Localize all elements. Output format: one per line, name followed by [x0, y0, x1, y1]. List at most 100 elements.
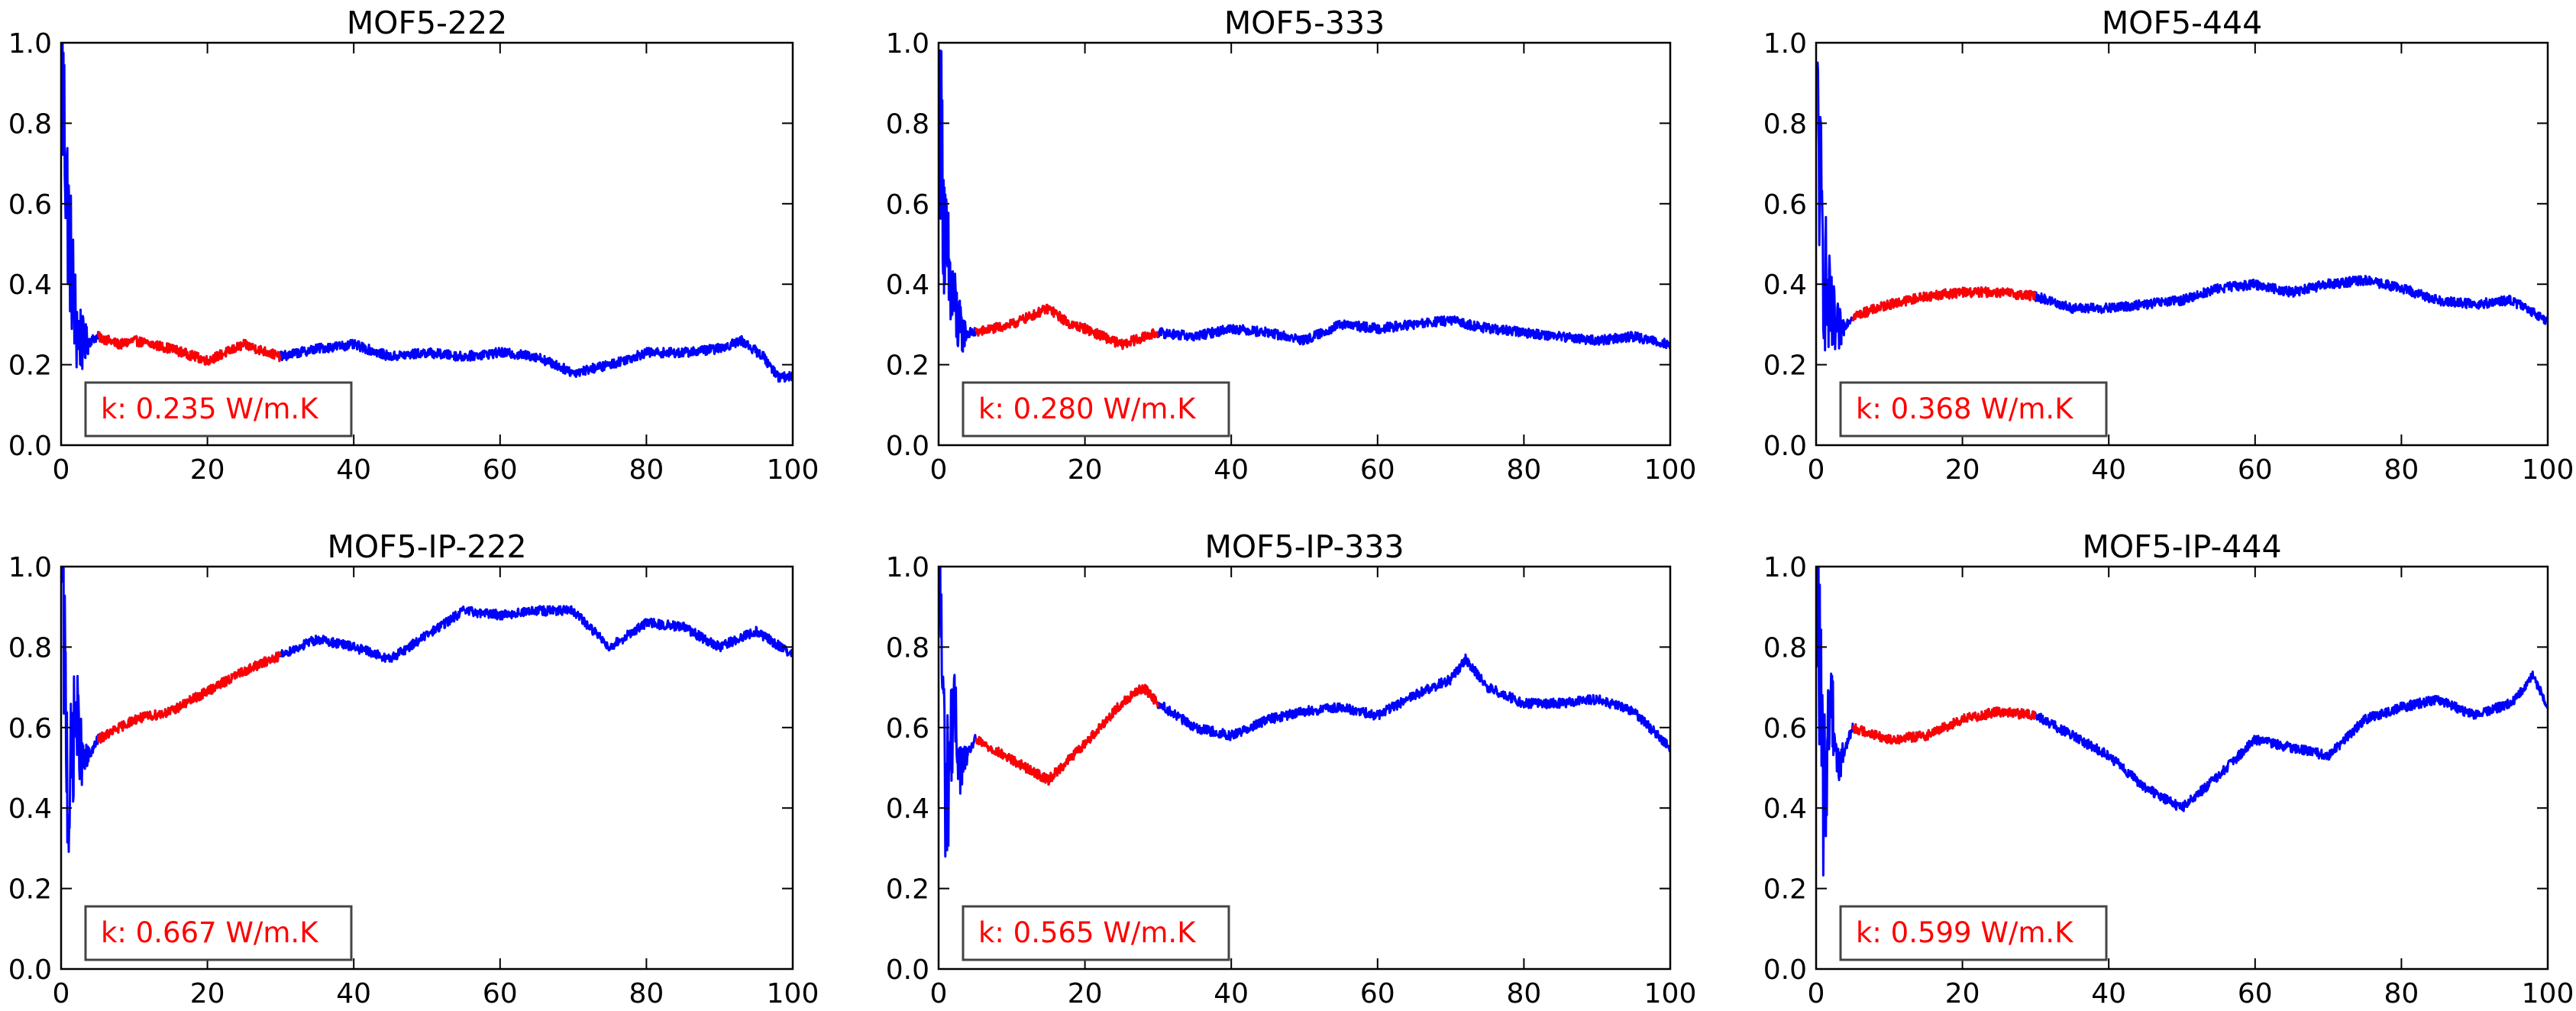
- x-tick-label: 80: [2384, 978, 2419, 1009]
- y-tick-label: 0.6: [886, 189, 929, 221]
- x-tick-label: 20: [1068, 978, 1103, 1009]
- x-tick-label: 80: [1506, 978, 1541, 1009]
- x-tick-label: 80: [629, 454, 664, 486]
- y-tick-label: 0.0: [1763, 954, 1807, 986]
- y-tick-label: 0.4: [1763, 793, 1807, 825]
- x-tick-label: 100: [1644, 978, 1697, 1009]
- y-tick-label: 0.0: [8, 431, 52, 462]
- x-tick-label: 40: [336, 978, 371, 1009]
- series-line-red: [97, 651, 282, 744]
- y-tick-label: 0.8: [886, 108, 929, 140]
- y-tick-label: 1.0: [1763, 552, 1807, 583]
- y-tick-label: 0.0: [886, 431, 929, 462]
- subplot-1: MOF5-222 0 20 40 60 80 100 0.0 0.2 0.4 0.6 0.8 1.0 k:…: [8, 5, 819, 486]
- annotation-box: [84, 381, 353, 438]
- x-tick-label: 100: [2522, 454, 2574, 486]
- axes-frame: [937, 41, 1672, 447]
- x-tick-label: 40: [2091, 454, 2126, 486]
- x-tick-label: 40: [1214, 454, 1249, 486]
- x-tick-label: 0: [1808, 454, 1825, 486]
- y-tick-label: 0.8: [886, 632, 929, 664]
- x-tick-label: 60: [483, 978, 518, 1009]
- annotation-box: [962, 905, 1230, 961]
- series-line-red: [974, 683, 1159, 786]
- annotation-box: [1839, 381, 2108, 438]
- subplot-3: MOF5-444 0 20 40 60 80 100 0.0 0.2 0.4 0.6 0.8 1.0 k:…: [1763, 5, 2574, 486]
- x-tick-label: 20: [1068, 454, 1103, 486]
- y-tick-label: 0.2: [1763, 874, 1807, 906]
- x-tick-label: 0: [930, 454, 948, 486]
- x-tick-label: 60: [1360, 454, 1395, 486]
- y-tick-label: 1.0: [886, 552, 929, 583]
- y-tick-label: 0.6: [1763, 189, 1807, 221]
- annotation-box: [962, 381, 1230, 438]
- y-tick-label: 0.6: [1763, 713, 1807, 745]
- x-tick-label: 40: [336, 454, 371, 486]
- y-tick-label: 0.0: [8, 954, 52, 986]
- annotation-label: k: 0.368 W/m.K: [1856, 392, 2074, 425]
- y-tick-label: 0.2: [8, 874, 52, 906]
- annotation-box: [1839, 905, 2108, 961]
- x-tick-label: 0: [53, 454, 70, 486]
- series-line-red: [97, 331, 282, 366]
- x-tick-label: 20: [190, 978, 225, 1009]
- annotation-label: k: 0.280 W/m.K: [978, 392, 1197, 425]
- annotation-label: k: 0.235 W/m.K: [101, 392, 319, 425]
- y-tick-label: 1.0: [8, 552, 52, 583]
- y-tick-label: 0.2: [886, 874, 929, 906]
- x-tick-label: 80: [629, 978, 664, 1009]
- series-line-red: [974, 303, 1159, 350]
- axes-frame: [60, 41, 794, 447]
- x-tick-label: 20: [1945, 454, 1980, 486]
- series-line-red: [1852, 706, 2037, 745]
- y-tick-label: 0.8: [8, 108, 52, 140]
- x-tick-label: 60: [2238, 454, 2273, 486]
- x-tick-label: 80: [2384, 454, 2419, 486]
- y-tick-label: 0.8: [1763, 632, 1807, 664]
- x-tick-label: 20: [190, 454, 225, 486]
- annotation-label: k: 0.599 W/m.K: [1856, 916, 2074, 949]
- y-tick-label: 0.0: [886, 954, 929, 986]
- y-tick-label: 0.6: [886, 713, 929, 745]
- x-tick-label: 60: [1360, 978, 1395, 1009]
- x-tick-label: 100: [1644, 454, 1697, 486]
- annotation-label: k: 0.565 W/m.K: [978, 916, 1197, 949]
- series-line-red: [1852, 286, 2037, 321]
- x-tick-label: 0: [53, 978, 70, 1009]
- y-tick-label: 0.4: [8, 270, 52, 301]
- subplot-4: MOF5-IP-222 0 20 40 60 80 100 0.0 0.2 0.4 0.6 0.8 1.…: [8, 528, 819, 1009]
- axes-frame: [1815, 41, 2549, 447]
- y-tick-label: 0.4: [1763, 270, 1807, 301]
- subplot-title: MOF5-444: [2102, 5, 2262, 41]
- y-tick-label: 0.0: [1763, 431, 1807, 462]
- y-tick-label: 0.8: [8, 632, 52, 664]
- y-tick-label: 0.4: [886, 270, 929, 301]
- y-tick-label: 0.6: [8, 189, 52, 221]
- y-tick-label: 1.0: [8, 28, 52, 60]
- x-tick-label: 100: [767, 978, 819, 1009]
- y-tick-label: 0.6: [8, 713, 52, 745]
- x-tick-label: 0: [1808, 978, 1825, 1009]
- series-line-blue: [1816, 61, 2548, 352]
- annotation-label: k: 0.667 W/m.K: [101, 916, 319, 949]
- x-tick-label: 80: [1506, 454, 1541, 486]
- subplot-title: MOF5-IP-222: [327, 528, 526, 565]
- subplot-title: MOF5-222: [347, 5, 507, 41]
- x-tick-label: 40: [1214, 978, 1249, 1009]
- y-tick-label: 0.4: [886, 793, 929, 825]
- subplot-6: MOF5-IP-444 0 20 40 60 80 100 0.0 0.2 0.4 0.6 0.8 1.…: [1763, 528, 2574, 1009]
- y-tick-label: 0.2: [1763, 350, 1807, 382]
- subplot-title: MOF5-IP-444: [2082, 528, 2281, 565]
- subplot-title: MOF5-333: [1224, 5, 1385, 41]
- x-tick-label: 60: [2238, 978, 2273, 1009]
- x-tick-label: 0: [930, 978, 948, 1009]
- subplot-2: MOF5-333 0 20 40 60 80 100 0.0 0.2 0.4 0.6 0.8 1.0 k:…: [886, 5, 1697, 486]
- axes-frame: [60, 565, 794, 971]
- x-tick-label: 40: [2091, 978, 2126, 1009]
- series-line-blue: [61, 43, 793, 383]
- subplot-title: MOF5-IP-333: [1204, 528, 1404, 565]
- y-tick-label: 0.4: [8, 793, 52, 825]
- subplot-5: MOF5-IP-333 0 20 40 60 80 100 0.0 0.2 0.4 0.6 0.8 1.…: [886, 528, 1697, 1009]
- x-tick-label: 60: [483, 454, 518, 486]
